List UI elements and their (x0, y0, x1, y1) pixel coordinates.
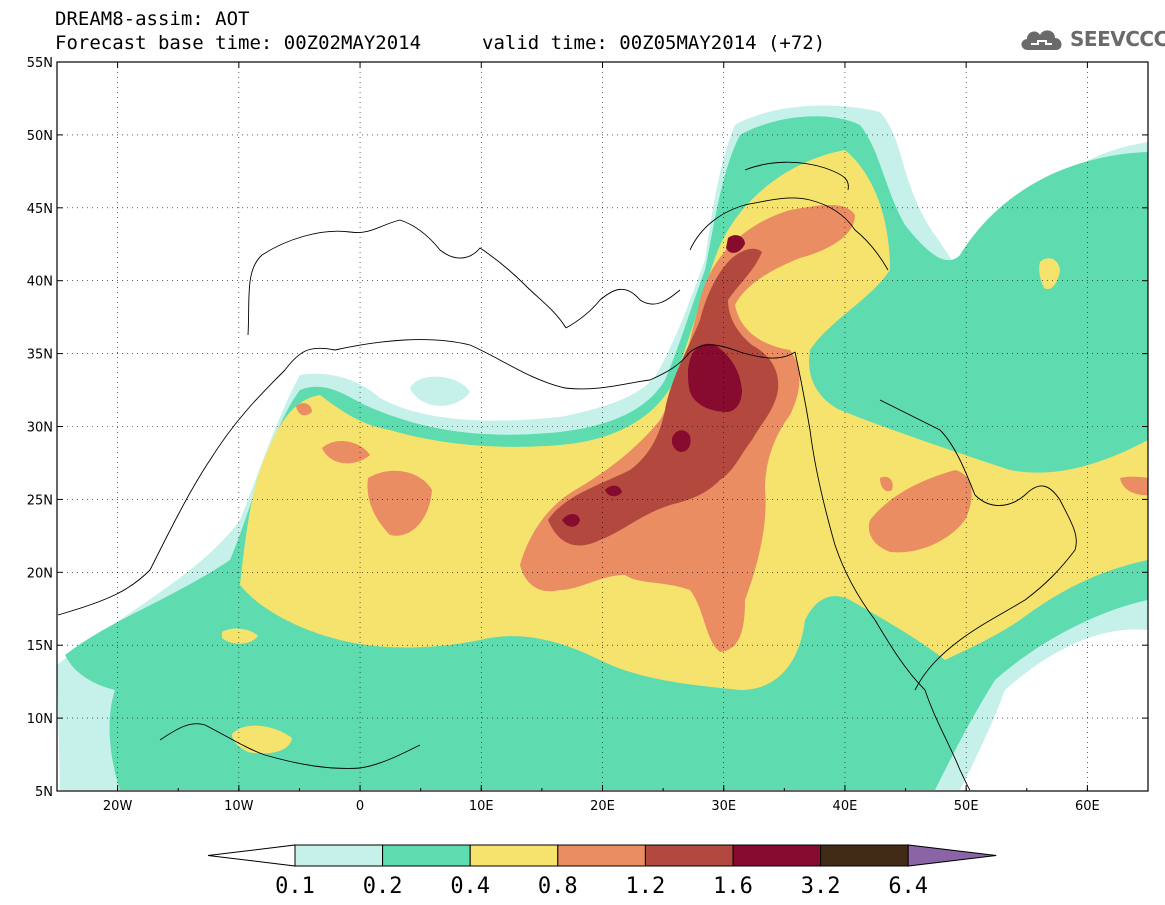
lon-label: 40E (833, 799, 858, 814)
axis-ticks (56, 61, 1149, 792)
lat-label: 20N (27, 566, 53, 581)
lat-label: 45N (27, 202, 53, 217)
lat-label: 55N (27, 56, 53, 71)
colorbar-label: 1.2 (626, 874, 666, 899)
lat-label: 50N (27, 129, 53, 144)
colorbar-label: 6.4 (888, 874, 928, 899)
colorbar-box (820, 844, 909, 867)
longitude-labels: 20W 10W 0 10E 20E 30E 40E 50E 60E (103, 799, 1100, 814)
valid-time: valid time: 00Z05MAY2014 (+72) (482, 32, 826, 54)
map-title: DREAM8-assim: AOT (55, 8, 250, 30)
lon-label: 0 (356, 799, 364, 814)
cloud-icon (1021, 30, 1062, 50)
lon-label: 30E (711, 799, 736, 814)
colorbar-box (732, 844, 822, 867)
lat-label: 30N (27, 421, 53, 436)
lon-label: 60E (1075, 799, 1100, 814)
map-plot-area (57, 62, 1148, 791)
colorbar-high-arrow (907, 844, 997, 867)
colorbar-labels: 0.1 0.2 0.4 0.8 1.2 1.6 3.2 6.4 (275, 874, 928, 899)
colorbar-box (294, 844, 384, 867)
aot-contour-1-2 (548, 248, 779, 546)
colorbar-box (644, 844, 734, 867)
logo-text: SEEVCCC (1070, 27, 1165, 51)
colorbar-label: 3.2 (801, 874, 841, 899)
lat-label: 35N (27, 348, 53, 363)
latitude-labels: 55N 50N 45N 40N 35N 30N 25N 20N 15N 10N 5N (27, 56, 53, 800)
colorbar-box (469, 844, 559, 867)
colorbar-label: 0.8 (538, 874, 578, 899)
colorbar-label: 0.4 (450, 874, 490, 899)
lon-label: 50E (954, 799, 979, 814)
lat-lon-grid (57, 62, 1148, 791)
aot-contour-1-6 (562, 235, 745, 527)
lat-label: 10N (27, 712, 53, 727)
lon-label: 10W (224, 799, 254, 814)
lat-label: 5N (35, 785, 53, 800)
colorbar-label: 0.2 (363, 874, 403, 899)
colorbar-box (557, 844, 646, 867)
lat-label: 25N (27, 493, 53, 508)
lon-label: 20E (590, 799, 615, 814)
colorbar-low-arrow (207, 844, 296, 867)
lat-label: 40N (27, 275, 53, 290)
colorbar-label: 1.6 (713, 874, 753, 899)
lon-label: 10E (469, 799, 494, 814)
lon-label: 20W (103, 799, 133, 814)
forecast-base-time: Forecast base time: 00Z02MAY2014 (55, 32, 422, 54)
lat-label: 15N (27, 639, 53, 654)
coastlines (57, 161, 1077, 791)
colorbar-box (382, 844, 471, 867)
colorbar (207, 844, 997, 867)
colorbar-label: 0.1 (275, 874, 315, 899)
seevccc-logo: SEEVCCC (1018, 24, 1165, 54)
